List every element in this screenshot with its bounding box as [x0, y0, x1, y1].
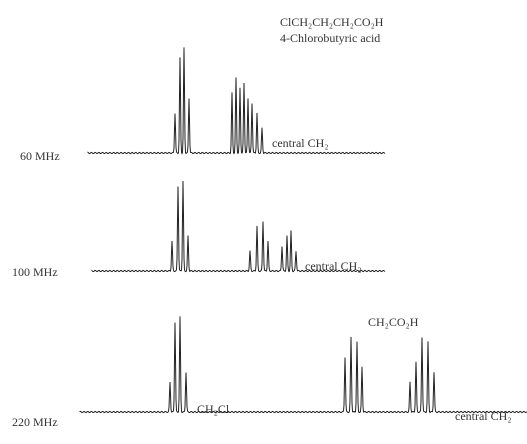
formula: ClCH₂CH₂CH₂CO₂H	[280, 15, 384, 29]
spectrum-trace	[80, 316, 527, 412]
spectrum-label: 60 MHz	[20, 149, 60, 163]
annotation: central CH₂	[272, 136, 329, 150]
annotation: CH₂CO₂H	[368, 315, 419, 329]
compound-name: 4-Chlorobutyric acid	[280, 31, 380, 45]
spectrum-label: 220 MHz	[12, 415, 58, 429]
spectrum-label: 100 MHz	[12, 265, 58, 279]
page: {"header": {"formula": "ClCH₂CH₂CH₂CO₂H"…	[0, 0, 527, 444]
nmr-figure: ClCH₂CH₂CH₂CO₂H 4-Chlorobutyric acid 60 …	[0, 0, 527, 444]
annotation: CH₂Cl	[197, 402, 230, 416]
spectrum-trace	[92, 181, 385, 272]
spectrum-trace	[88, 47, 385, 153]
